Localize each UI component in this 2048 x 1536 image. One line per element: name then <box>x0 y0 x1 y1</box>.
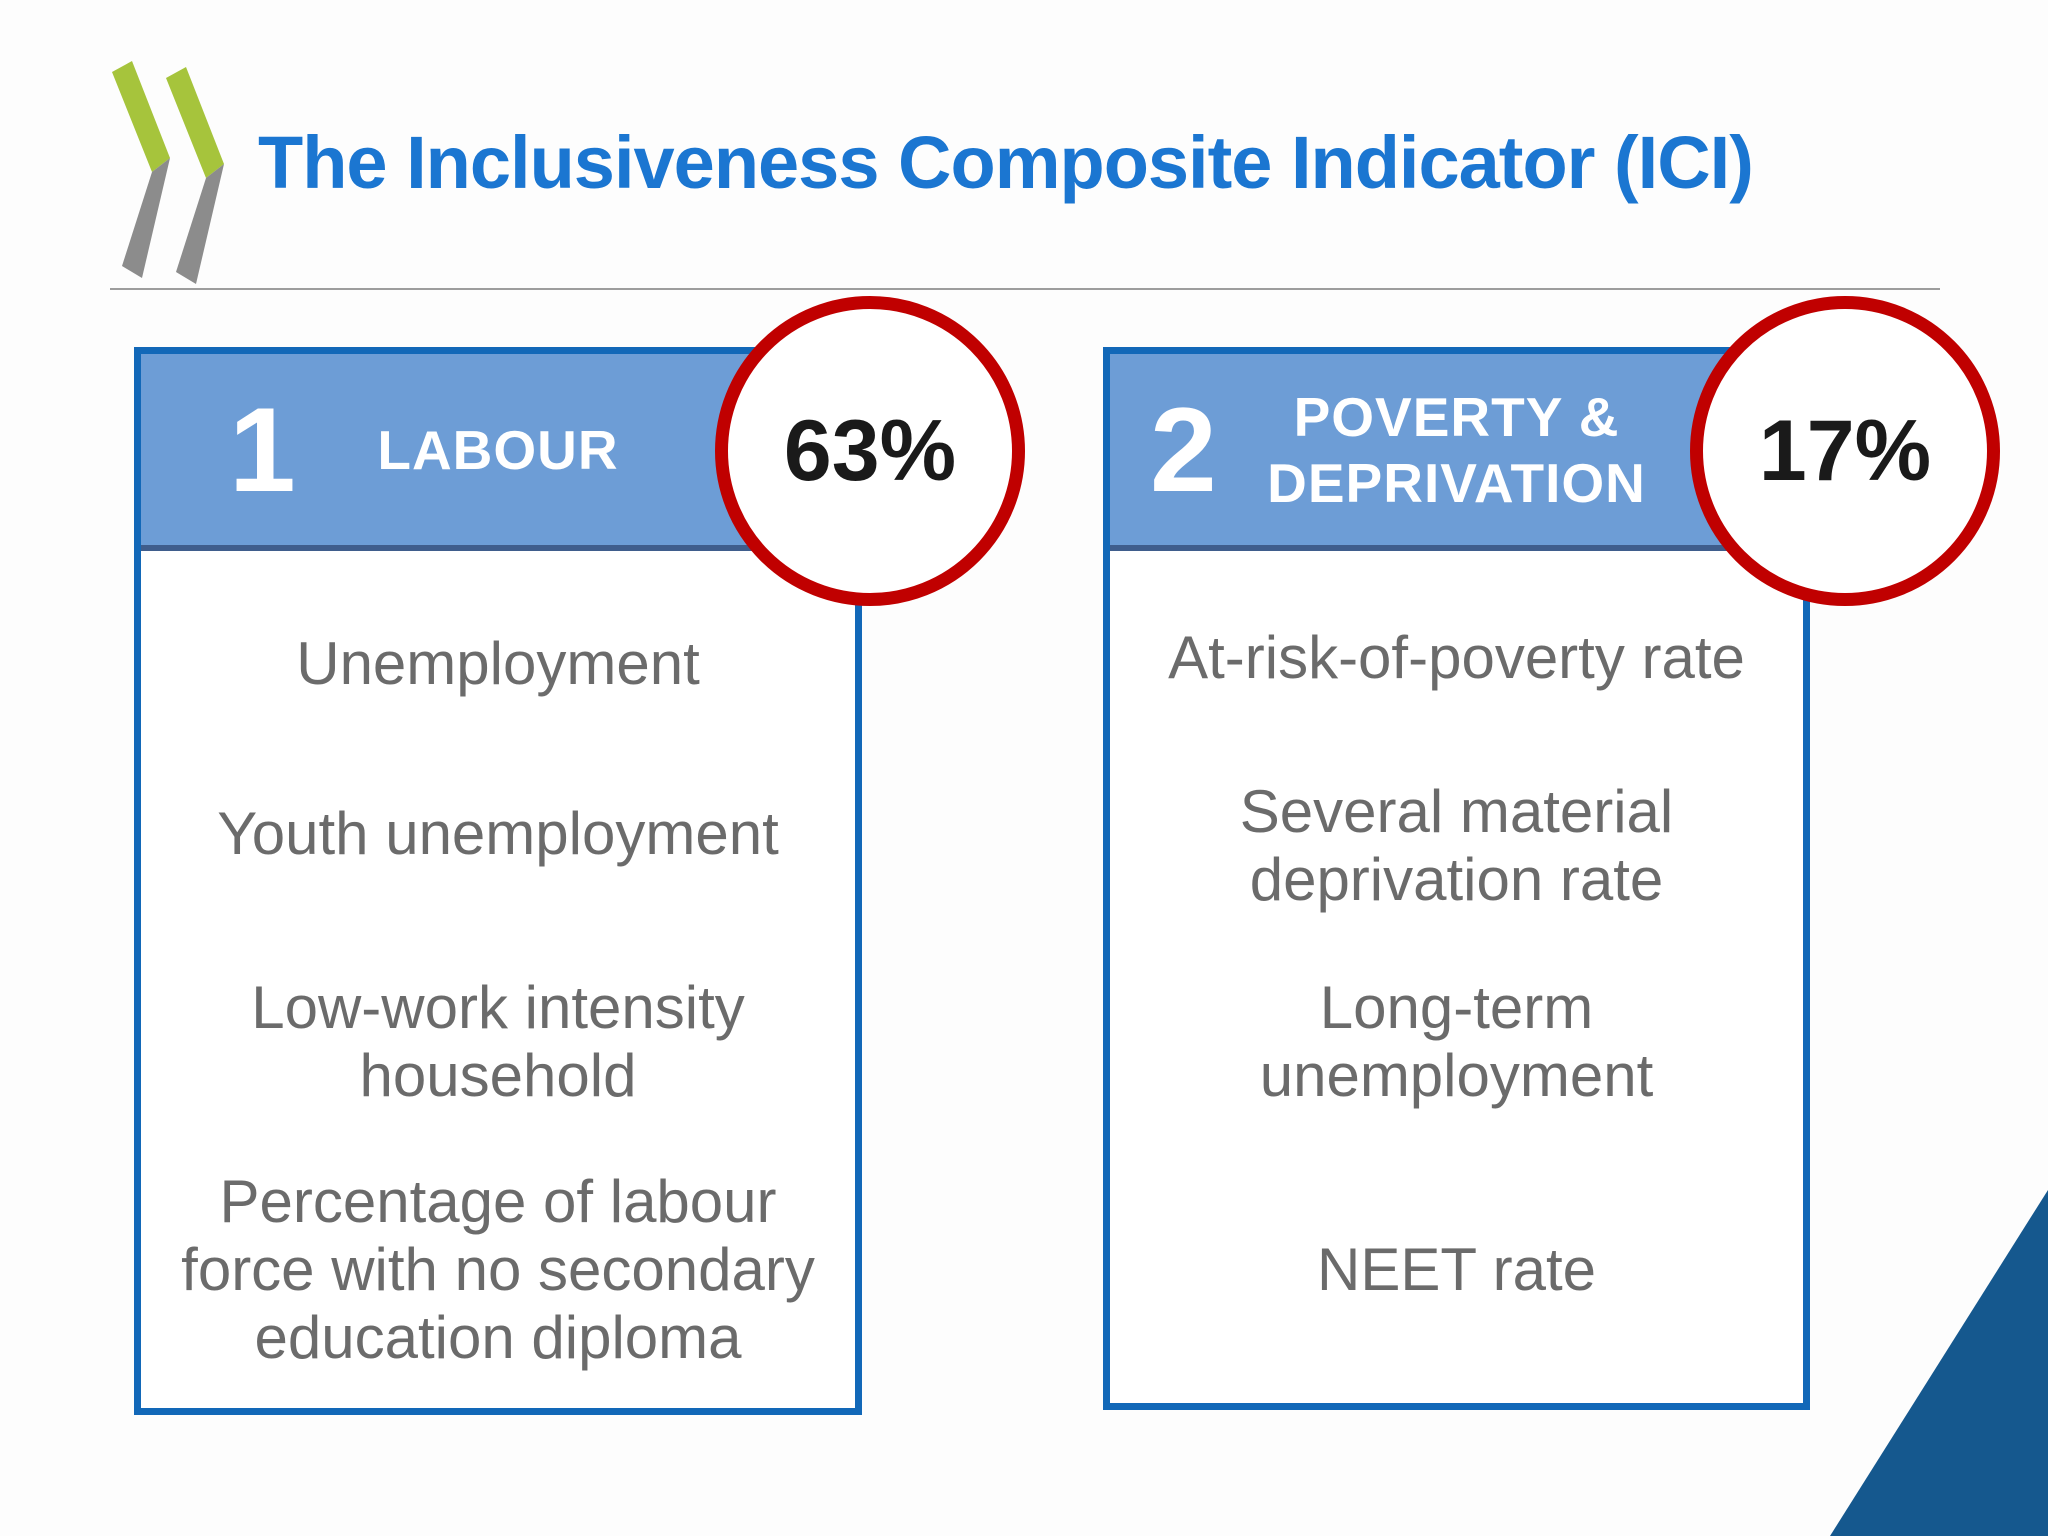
corner-triangle-decoration <box>1830 1190 2048 1536</box>
panel-labour-number: 1 <box>229 382 296 517</box>
oecd-double-chevron-icon <box>112 61 224 284</box>
indicator-unemployment: Unemployment <box>296 630 700 697</box>
panel-labour-heading: LABOUR <box>377 418 619 481</box>
indicator-low-work-intensity: Low-work intensity household <box>251 974 745 1109</box>
panel-poverty-number: 2 <box>1150 382 1217 517</box>
weight-badge-poverty-value: 17% <box>1758 402 1932 499</box>
panel-poverty-deprivation: 2 POVERTY & DEPRIVATION At-risk-of-pover… <box>1103 347 1810 1410</box>
slide-title: The Inclusiveness Composite Indicator (I… <box>258 121 1754 204</box>
weight-badge-labour-value: 63% <box>783 402 957 499</box>
panel-poverty-heading: POVERTY & DEPRIVATION <box>1267 385 1646 514</box>
indicator-neet-rate: NEET rate <box>1317 1236 1596 1303</box>
indicator-youth-unemployment: Youth unemployment <box>217 800 779 867</box>
indicator-material-deprivation: Several material deprivation rate <box>1239 778 1674 913</box>
title-divider <box>110 288 1940 290</box>
indicator-no-secondary-diploma: Percentage of labour force with no secon… <box>181 1168 815 1371</box>
indicator-long-term-unemployment: Long-term unemployment <box>1259 974 1654 1109</box>
indicator-at-risk-of-poverty: At-risk-of-poverty rate <box>1168 624 1745 691</box>
panel-poverty-header: 2 POVERTY & DEPRIVATION <box>1110 354 1803 551</box>
weight-badge-poverty: 17% <box>1690 296 2000 606</box>
weight-badge-labour: 63% <box>715 296 1025 606</box>
